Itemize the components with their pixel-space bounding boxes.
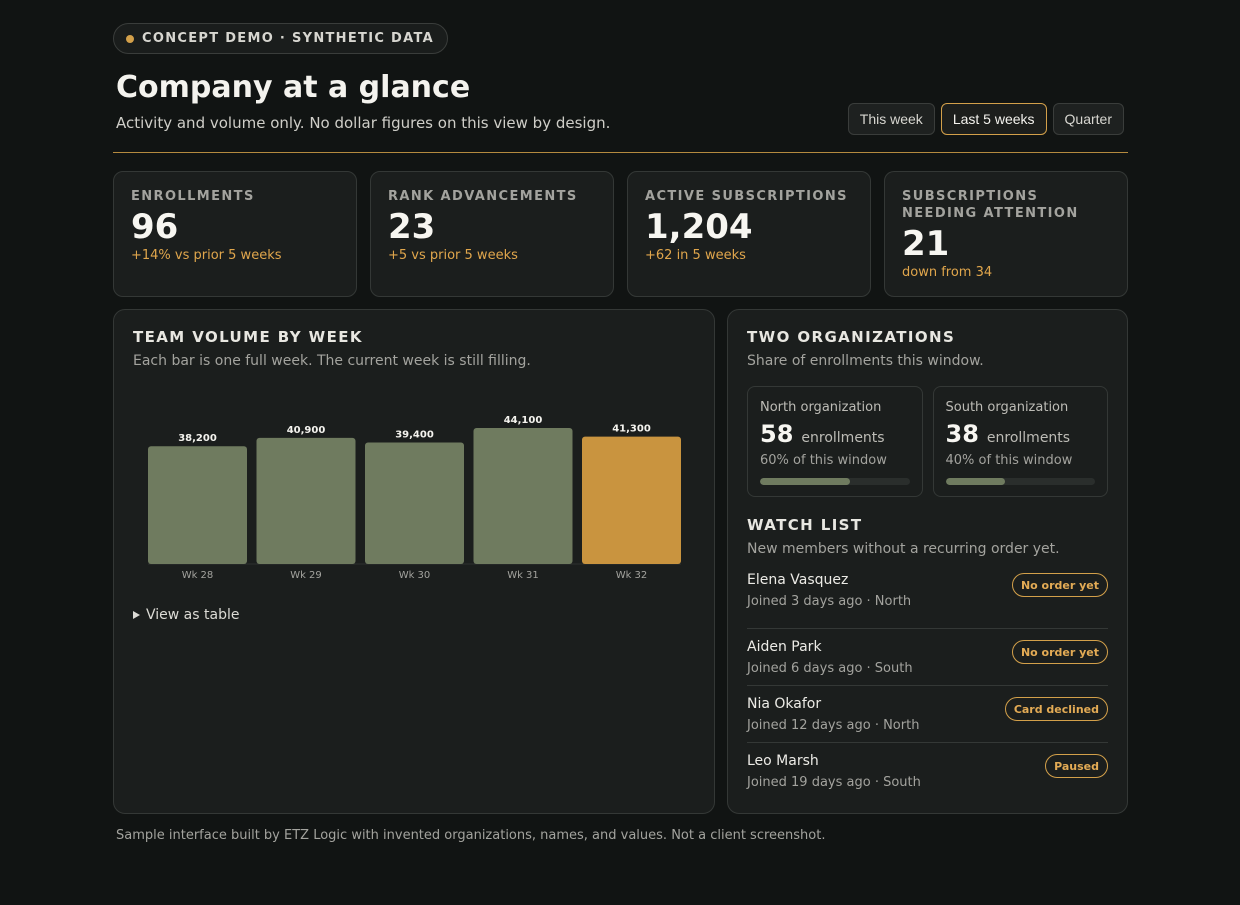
team-volume-chart: 38,200 Wk 28 40,900 Wk 29 39,400 Wk 30 44,100 W… — [148, 415, 681, 581]
org-share-text: 60% of this window — [760, 453, 887, 468]
demo-badge: CONCEPT DEMO · SYNTHETIC DATA — [113, 23, 448, 54]
chart-data-label: 40,900 — [287, 425, 326, 436]
kpi-card-subscriptions-needing-attention: SUBSCRIPTIONS NEEDING ATTENTION 21 down … — [884, 171, 1128, 297]
kpi-card-rank-advancements: RANK ADVANCEMENTS 23 +5 vs prior 5 weeks — [370, 171, 614, 297]
kpi-row: ENROLLMENTS 96 +14% vs prior 5 weeks RAN… — [113, 171, 1128, 297]
footer-note: Sample interface built by ETZ Logic with… — [116, 828, 826, 843]
disclosure-triangle-icon — [133, 611, 140, 619]
org-unit: enrollments — [801, 430, 885, 446]
range-last-5-weeks-button[interactable]: Last 5 weeks — [940, 103, 1047, 135]
demo-badge-label: CONCEPT DEMO · SYNTHETIC DATA — [142, 31, 434, 46]
org-share-bar — [945, 478, 1095, 485]
status-badge: Card declined — [1004, 697, 1108, 721]
kpi-label: ENROLLMENTS — [131, 189, 255, 204]
kpi-label: RANK ADVANCEMENTS — [388, 189, 578, 204]
view-as-table-toggle[interactable]: View as table — [133, 607, 239, 623]
panel-subtitle: Share of enrollments this window. — [747, 353, 984, 369]
watch-list-items: Elena Vasquez Joined 3 days ago · North … — [747, 572, 1108, 800]
kpi-value: 1,204 — [645, 207, 753, 247]
kpi-value: 96 — [131, 207, 179, 247]
chart-bar — [582, 436, 681, 564]
chart-data-label: 39,400 — [395, 429, 434, 440]
chart-bar — [365, 442, 464, 564]
org-share-bar — [760, 478, 910, 485]
chart-data-label: 38,200 — [178, 433, 217, 444]
panel-title: TWO ORGANIZATIONS — [747, 328, 956, 346]
range-selector: This week Last 5 weeks Quarter — [847, 103, 1124, 135]
organization-cards: North organization 58 enrollments 60% of… — [747, 386, 1108, 497]
list-item[interactable]: Leo Marsh Joined 19 days ago · South Pau… — [747, 743, 1108, 800]
range-this-week-button[interactable]: This week — [847, 103, 935, 135]
member-meta: Joined 12 days ago · North — [747, 718, 920, 733]
range-quarter-button[interactable]: Quarter — [1052, 103, 1124, 135]
chart-bar — [473, 428, 573, 564]
org-name: North organization — [760, 400, 882, 415]
org-count: 58 — [760, 420, 794, 448]
kpi-label: ACTIVE SUBSCRIPTIONS — [645, 189, 848, 204]
member-meta: Joined 3 days ago · North — [747, 594, 912, 609]
status-badge: No order yet — [1011, 573, 1108, 597]
chart-bar — [148, 446, 247, 564]
org-share-fill — [760, 478, 850, 485]
chart-tick-label: Wk 30 — [399, 570, 431, 581]
panel-subtitle: Each bar is one full week. The current w… — [133, 353, 531, 369]
watch-list: WATCH LIST New members without a recurri… — [747, 516, 1108, 800]
org-card-south: South organization 38 enrollments 40% of… — [932, 386, 1108, 497]
kpi-delta: +62 in 5 weeks — [645, 248, 746, 263]
org-card-north: North organization 58 enrollments 60% of… — [747, 386, 923, 497]
chart-tick-label: Wk 29 — [290, 570, 322, 581]
member-name: Leo Marsh — [747, 753, 819, 769]
kpi-delta: down from 34 — [902, 265, 993, 280]
kpi-card-active-subscriptions: ACTIVE SUBSCRIPTIONS 1,204 +62 in 5 week… — [627, 171, 871, 297]
watch-list-title: WATCH LIST — [747, 516, 863, 534]
chart-tick-label: Wk 31 — [507, 570, 539, 581]
org-share-text: 40% of this window — [945, 453, 1073, 468]
status-dot-icon — [126, 34, 134, 43]
kpi-label: SUBSCRIPTIONS NEEDING ATTENTION — [902, 189, 1079, 221]
watch-list-subtitle: New members without a recurring order ye… — [747, 541, 1060, 557]
view-as-table-label: View as table — [146, 607, 240, 623]
kpi-card-enrollments: ENROLLMENTS 96 +14% vs prior 5 weeks — [113, 171, 357, 297]
org-share-fill — [945, 478, 1006, 485]
member-meta: Joined 19 days ago · South — [747, 775, 921, 790]
kpi-delta: +5 vs prior 5 weeks — [388, 248, 518, 263]
organizations-panel: TWO ORGANIZATIONS Share of enrollments t… — [727, 309, 1128, 814]
member-meta: Joined 6 days ago · South — [747, 661, 913, 676]
status-badge: No order yet — [1011, 640, 1108, 664]
chart-tick-label: Wk 28 — [182, 570, 214, 581]
list-item[interactable]: Elena Vasquez Joined 3 days ago · North … — [747, 572, 1108, 629]
chart-data-label: 44,100 — [504, 415, 543, 426]
page-title: Company at a glance — [116, 70, 471, 105]
header-divider — [113, 152, 1128, 153]
org-count: 38 — [945, 420, 979, 448]
member-name: Nia Okafor — [747, 696, 822, 712]
list-item[interactable]: Aiden Park Joined 6 days ago · South No … — [747, 629, 1108, 686]
panel-title: TEAM VOLUME BY WEEK — [133, 328, 363, 346]
chart-tick-label: Wk 32 — [616, 570, 648, 581]
chart-bar — [256, 437, 356, 564]
member-name: Aiden Park — [747, 639, 822, 655]
kpi-value: 23 — [388, 207, 436, 247]
org-unit: enrollments — [986, 430, 1071, 446]
kpi-delta: +14% vs prior 5 weeks — [131, 248, 282, 263]
list-item[interactable]: Nia Okafor Joined 12 days ago · North Ca… — [747, 686, 1108, 743]
status-badge: Paused — [1045, 754, 1108, 778]
kpi-value: 21 — [902, 224, 950, 264]
page-subtitle: Activity and volume only. No dollar figu… — [116, 114, 611, 132]
chart-data-label: 41,300 — [612, 424, 651, 435]
member-name: Elena Vasquez — [747, 572, 849, 588]
org-name: South organization — [945, 400, 1069, 415]
team-volume-panel: TEAM VOLUME BY WEEK Each bar is one full… — [113, 309, 715, 814]
